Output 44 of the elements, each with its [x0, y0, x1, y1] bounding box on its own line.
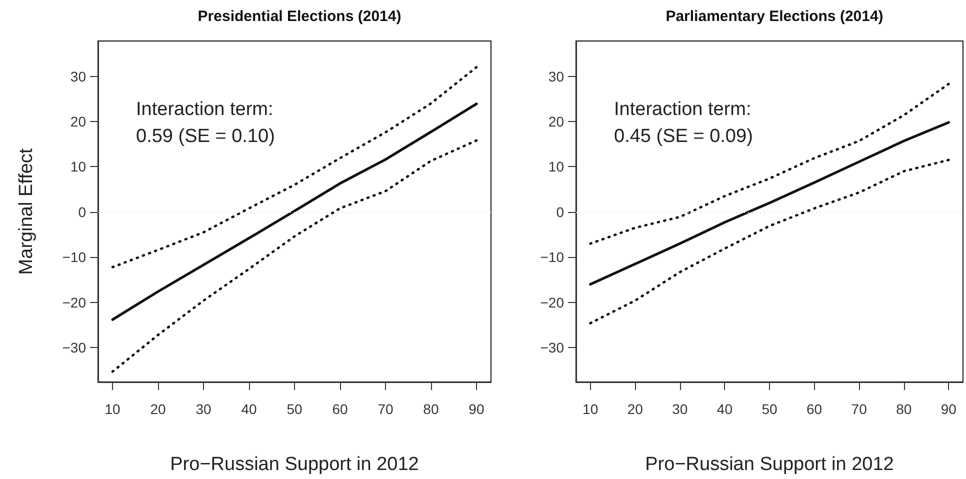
x-tick-label: 50 [286, 401, 302, 417]
y-tick-label: 0 [556, 204, 564, 220]
y-tick-label: 30 [70, 68, 86, 84]
x-tick-label: 80 [423, 401, 439, 417]
x-tick-label: 60 [332, 401, 348, 417]
y-tick-label: 10 [70, 158, 86, 175]
chart-title: Presidential Elections (2014) [198, 8, 402, 25]
line-series [589, 158, 950, 324]
line-series [111, 66, 478, 268]
x-tick-label: 30 [196, 401, 212, 417]
x-tick-label: 20 [150, 401, 166, 417]
x-tick-label: 20 [627, 401, 644, 417]
x-axis-title: Pro−Russian Support in 2012 [645, 454, 894, 475]
y-tick-label: −10 [62, 249, 86, 266]
y-tick-label: 20 [548, 114, 564, 130]
x-tick-label: 50 [762, 401, 778, 417]
y-tick-label: −20 [62, 294, 86, 310]
line-series [589, 121, 950, 286]
x-tick-label: 90 [468, 401, 484, 417]
y-tick-label: 20 [70, 114, 86, 130]
y-tick-label: 30 [548, 68, 564, 84]
x-tick-label: 70 [851, 401, 868, 417]
y-tick-label: −10 [540, 249, 564, 266]
x-tick-label: 10 [104, 401, 121, 417]
y-axis-title: Marginal Effect [16, 148, 37, 275]
annotation: Interaction term: 0.59 (SE = 0.10) [136, 99, 275, 147]
y-tick-label: 10 [548, 158, 564, 175]
line-series [111, 102, 478, 321]
x-axis-title: Pro−Russian Support in 2012 [170, 454, 419, 475]
x-tick-label: 60 [806, 401, 822, 417]
x-tick-label: 80 [896, 401, 912, 417]
y-tick-label: −30 [62, 340, 86, 356]
y-tick-label: −30 [540, 340, 564, 356]
x-tick-label: 10 [582, 401, 598, 417]
chart-title: Parliamentary Elections (2014) [666, 8, 884, 25]
x-tick-label: 30 [672, 401, 688, 417]
x-tick-label: 40 [716, 401, 733, 417]
annotation: Interaction term: 0.45 (SE = 0.09) [614, 99, 753, 147]
y-tick-label: 0 [78, 204, 86, 220]
x-tick-label: 90 [940, 401, 957, 417]
x-tick-label: 70 [378, 401, 394, 417]
line-series [589, 82, 950, 245]
x-tick-label: 40 [241, 401, 258, 417]
y-tick-label: −20 [540, 294, 564, 310]
